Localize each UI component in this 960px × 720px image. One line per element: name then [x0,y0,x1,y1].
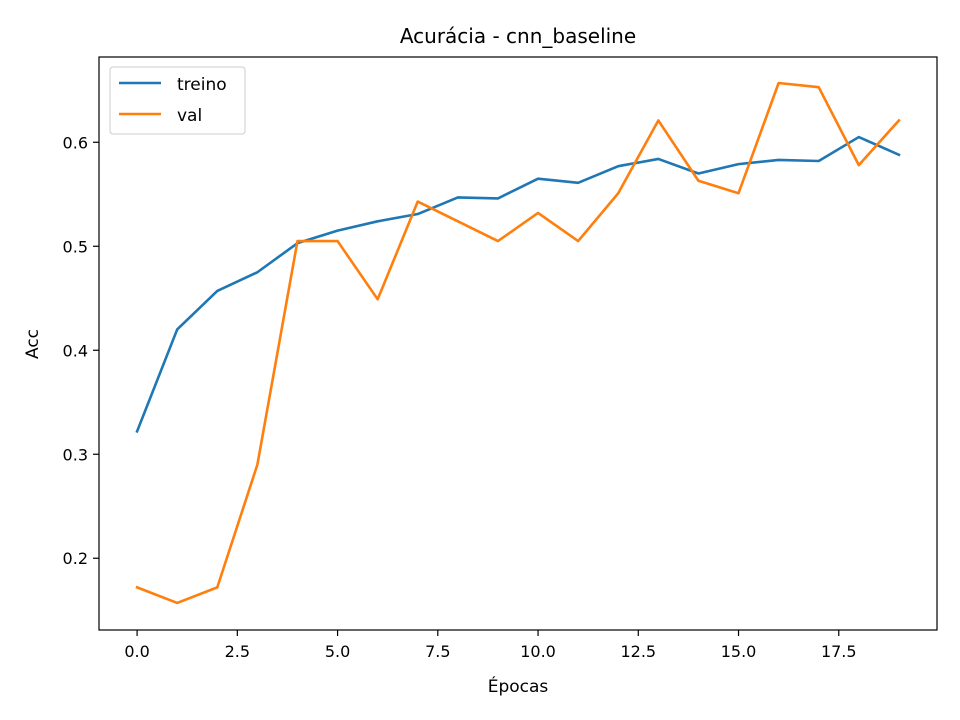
x-tick-label: 15.0 [721,642,757,661]
series-line-treino [135,135,901,434]
y-tick-label: 0.4 [63,341,88,360]
legend-label-val: val [177,106,202,126]
plot-lines [135,81,901,605]
y-tick-label: 0.6 [63,133,88,152]
series-line-val [135,81,901,605]
x-tick-label: 17.5 [821,642,857,661]
chart-title: Acurácia - cnn_baseline [400,24,636,48]
legend-label-treino: treino [177,75,227,95]
y-tick-label: 0.3 [63,445,88,464]
x-tick-label: 2.5 [225,642,250,661]
x-tick-label: 0.0 [124,642,149,661]
y-tick-label: 0.5 [63,237,88,256]
x-tick-label: 10.0 [520,642,556,661]
y-tick-label: 0.2 [63,549,88,568]
x-tick-label: 12.5 [620,642,656,661]
y-axis: 0.2 0.3 0.4 0.5 0.6 [63,133,99,568]
legend: treino val [109,66,246,135]
x-axis: 0.0 2.5 5.0 7.5 10.0 12.5 15.0 17.5 [124,630,857,661]
x-tick-label: 7.5 [425,642,450,661]
y-axis-label: Acc [23,329,43,359]
x-tick-label: 5.0 [325,642,350,661]
x-axis-label: Épocas [488,675,549,697]
axes-frame [98,56,938,631]
